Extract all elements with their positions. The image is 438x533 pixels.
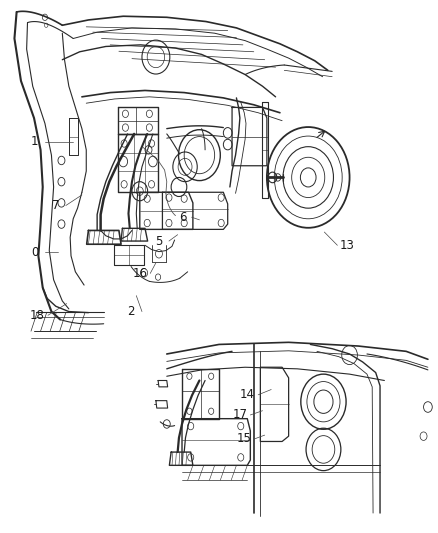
Text: 18: 18 [30,309,45,322]
Text: 14: 14 [240,389,255,401]
Text: 7: 7 [52,199,60,212]
Text: 16: 16 [132,267,147,280]
Text: 17: 17 [233,408,247,422]
Text: 2: 2 [127,305,135,318]
Text: 0: 0 [32,246,39,259]
Text: 15: 15 [237,432,252,446]
Text: 5: 5 [155,235,162,247]
Text: 6: 6 [180,211,187,224]
Text: 1: 1 [30,135,38,148]
Text: 13: 13 [340,239,355,252]
